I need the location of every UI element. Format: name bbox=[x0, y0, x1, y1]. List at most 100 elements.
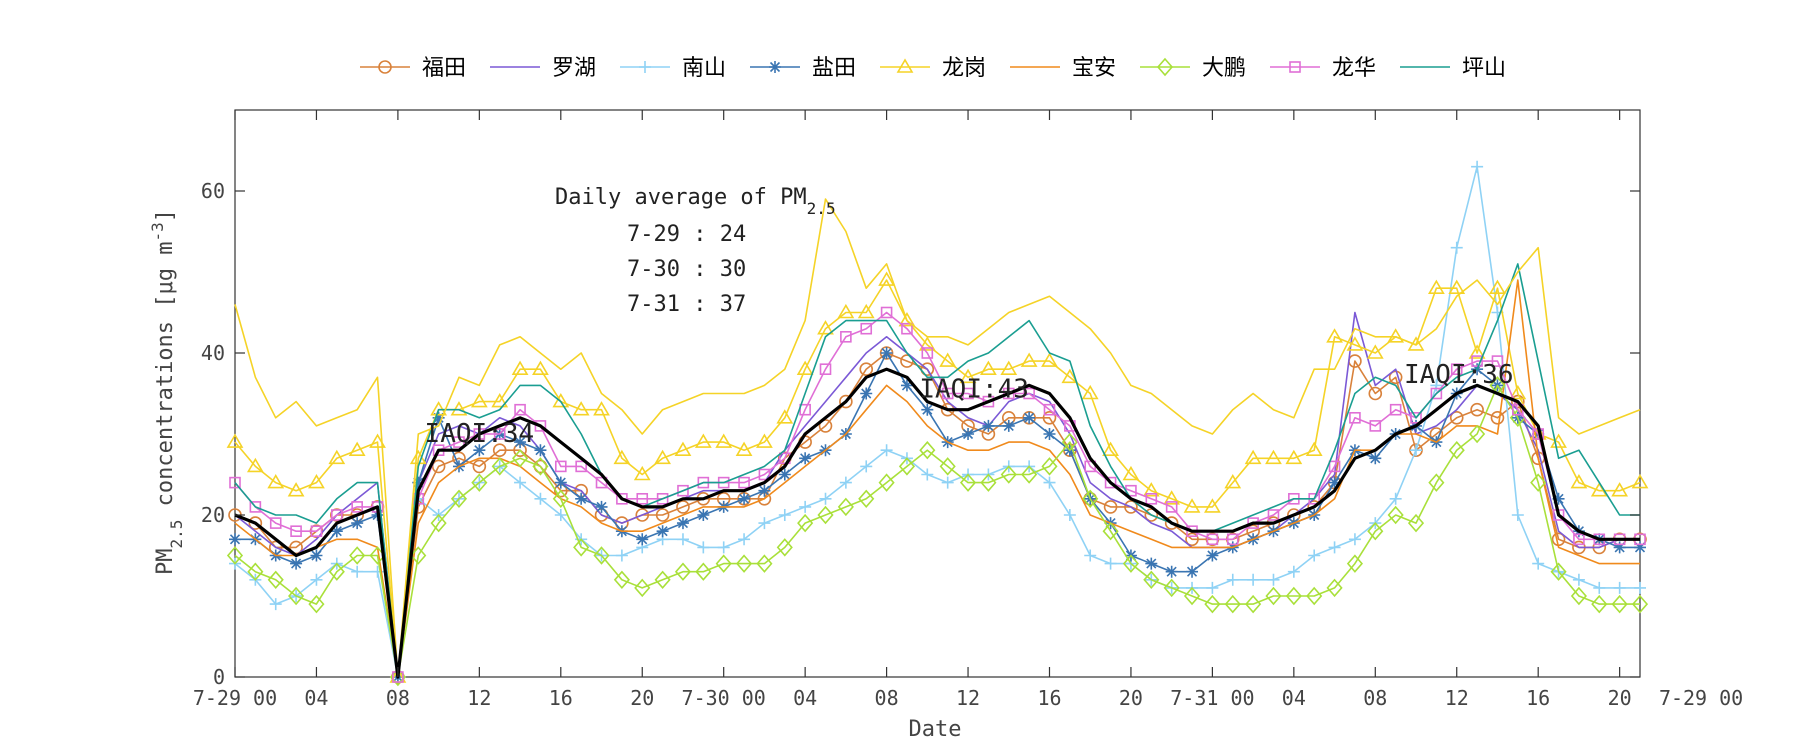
data-point bbox=[1387, 328, 1405, 343]
data-point bbox=[1631, 474, 1649, 489]
data-point bbox=[860, 387, 873, 400]
data-point bbox=[756, 433, 773, 448]
data-point bbox=[636, 533, 649, 546]
data-point bbox=[290, 557, 303, 570]
data-point bbox=[939, 457, 956, 476]
legend-label: 坪山 bbox=[1462, 56, 1506, 81]
data-point bbox=[941, 476, 954, 489]
data-point bbox=[471, 473, 488, 492]
data-point bbox=[554, 460, 567, 473]
data-point bbox=[432, 411, 445, 424]
data-point bbox=[450, 401, 468, 416]
data-point bbox=[738, 476, 750, 489]
data-point bbox=[1043, 403, 1056, 416]
data-point bbox=[267, 474, 285, 489]
legend-marker bbox=[378, 60, 392, 74]
data-point bbox=[1206, 549, 1219, 562]
data-point bbox=[532, 457, 549, 476]
data-point bbox=[1163, 578, 1180, 598]
legend-label: 大鹏 bbox=[1202, 56, 1246, 81]
data-point bbox=[512, 449, 529, 468]
data-point bbox=[715, 433, 733, 448]
data-point bbox=[839, 394, 853, 409]
data-point bbox=[1631, 594, 1649, 614]
data-point bbox=[1082, 489, 1099, 509]
data-point bbox=[1430, 387, 1443, 400]
data-point bbox=[1183, 498, 1201, 513]
data-point bbox=[1328, 476, 1341, 489]
data-point bbox=[1328, 460, 1341, 473]
legend-marker bbox=[1156, 57, 1174, 77]
data-point bbox=[615, 549, 628, 562]
y-tick-label: 0 bbox=[213, 665, 225, 689]
data-point bbox=[1285, 449, 1303, 465]
data-point bbox=[1366, 344, 1384, 359]
data-point bbox=[310, 573, 323, 586]
data-point bbox=[349, 546, 366, 565]
data-point bbox=[839, 476, 852, 489]
data-point bbox=[1490, 410, 1505, 425]
data-point bbox=[1265, 586, 1282, 606]
legend: 福田 罗湖 南山 盐田 龙岗 宝安 大鹏 龙华 坪山 bbox=[360, 56, 1506, 81]
data-point bbox=[799, 500, 812, 513]
data-point bbox=[369, 433, 386, 448]
data-point bbox=[840, 330, 852, 343]
data-point bbox=[267, 570, 284, 590]
data-point bbox=[1471, 355, 1483, 367]
data-point bbox=[1185, 532, 1199, 547]
data-point bbox=[514, 476, 527, 489]
data-point bbox=[249, 501, 262, 513]
data-point bbox=[1613, 581, 1626, 594]
data-point bbox=[1122, 554, 1140, 573]
legend-item: 南山 bbox=[620, 56, 726, 81]
series-line-8 bbox=[234, 263, 1640, 678]
data-point bbox=[758, 484, 771, 497]
data-point bbox=[715, 554, 732, 573]
data-point bbox=[330, 508, 344, 522]
x-axis-title: Date bbox=[909, 717, 962, 742]
data-point bbox=[1369, 452, 1382, 465]
data-point bbox=[1468, 344, 1486, 359]
data-point bbox=[226, 546, 244, 565]
data-point bbox=[1165, 565, 1178, 578]
data-point bbox=[636, 492, 649, 505]
series-4 bbox=[226, 271, 1649, 683]
data-point bbox=[878, 271, 895, 286]
data-point bbox=[246, 457, 264, 473]
data-point bbox=[758, 468, 771, 481]
data-point bbox=[308, 594, 325, 614]
data-point bbox=[1550, 562, 1567, 581]
data-point bbox=[921, 347, 934, 359]
x-tick-label: 08 bbox=[386, 686, 410, 710]
data-point bbox=[511, 360, 529, 376]
x-tick-label: 7-31 00 bbox=[1170, 686, 1254, 710]
data-point bbox=[1430, 379, 1443, 392]
data-point bbox=[776, 409, 794, 424]
data-point bbox=[412, 476, 425, 489]
data-point bbox=[534, 492, 547, 505]
data-point bbox=[248, 516, 263, 530]
data-point bbox=[229, 533, 241, 546]
data-point bbox=[655, 508, 670, 522]
data-point bbox=[738, 492, 751, 505]
data-point bbox=[1002, 419, 1015, 432]
legend-marker bbox=[1289, 61, 1301, 73]
data-point bbox=[735, 441, 753, 457]
data-point bbox=[269, 517, 282, 529]
data-point bbox=[1145, 557, 1158, 570]
data-point bbox=[656, 492, 669, 505]
data-point bbox=[470, 393, 488, 408]
data-point bbox=[1410, 444, 1423, 457]
data-point bbox=[593, 546, 610, 565]
data-point bbox=[1570, 474, 1588, 489]
plot-frame bbox=[234, 109, 1641, 678]
data-point bbox=[778, 509, 791, 521]
data-point bbox=[1349, 411, 1361, 424]
data-point bbox=[613, 449, 631, 465]
data-point bbox=[330, 525, 343, 538]
data-point bbox=[534, 444, 547, 457]
legend-label: 龙岗 bbox=[942, 56, 986, 81]
x-tick-label: 04 bbox=[793, 686, 817, 710]
legend-item: 宝安 bbox=[1010, 56, 1116, 81]
x-tick-label: 7-30 00 bbox=[682, 686, 766, 710]
